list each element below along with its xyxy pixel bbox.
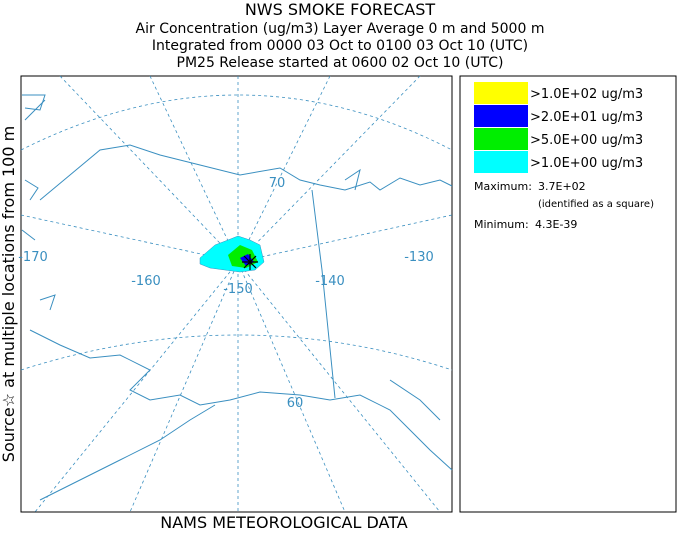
coastline	[21, 94, 56, 311]
max-label: Maximum:	[474, 180, 532, 193]
legend-label: >2.0E+01 ug/m3	[530, 110, 643, 125]
map-label: 70	[269, 176, 286, 191]
map-labels: -170 -160 -150 -140 -130 70 60	[18, 176, 434, 411]
max-note: (identified as a square)	[538, 199, 654, 210]
coastline	[29, 329, 453, 471]
map-frame	[20, 75, 453, 513]
legend-swatch	[474, 105, 528, 127]
legend-label: >1.0E+02 ug/m3	[530, 87, 643, 102]
map-label: -160	[131, 274, 161, 289]
coastline	[24, 99, 441, 421]
legend-swatch	[474, 128, 528, 150]
map-label: -170	[18, 250, 48, 265]
border	[311, 189, 336, 399]
subtitle: Integrated from 0000 03 Oct to 0100 03 O…	[152, 38, 528, 54]
title: NWS SMOKE FORECAST	[245, 0, 436, 19]
subtitle: Air Concentration (ug/m3) Layer Average …	[136, 21, 545, 37]
min-value: 4.3E-39	[535, 218, 577, 231]
min-label: Minimum:	[474, 218, 529, 231]
map-label: 60	[287, 396, 304, 411]
graticule	[20, 334, 453, 371]
legend-label: >5.0E+00 ug/m3	[530, 133, 643, 148]
subtitle: PM25 Release started at 0600 02 Oct 10 (…	[177, 55, 504, 71]
map-label: -130	[404, 250, 434, 265]
graticule	[20, 94, 453, 151]
legend: >1.0E+02 ug/m3 >2.0E+01 ug/m3 >5.0E+00 ug/…	[474, 82, 643, 173]
legend-swatch	[474, 151, 528, 173]
source-marker	[242, 254, 258, 270]
max-value: 3.7E+02	[538, 180, 586, 193]
legend-swatch	[474, 82, 528, 104]
side-label: Source☆ at multiple locations from 100 m	[0, 126, 18, 462]
legend-frame	[459, 75, 677, 513]
coastline	[39, 404, 216, 501]
map-label: -140	[315, 274, 345, 289]
map: -170 -160 -150 -140 -130 70 60	[18, 75, 453, 513]
legend-label: >1.0E+00 ug/m3	[530, 156, 643, 171]
graticule	[34, 75, 239, 513]
coastline	[39, 144, 453, 201]
map-label: -150	[223, 282, 253, 297]
graticule	[237, 75, 441, 513]
footer: NAMS METEOROLOGICAL DATA	[160, 513, 408, 532]
graticule	[237, 75, 346, 513]
